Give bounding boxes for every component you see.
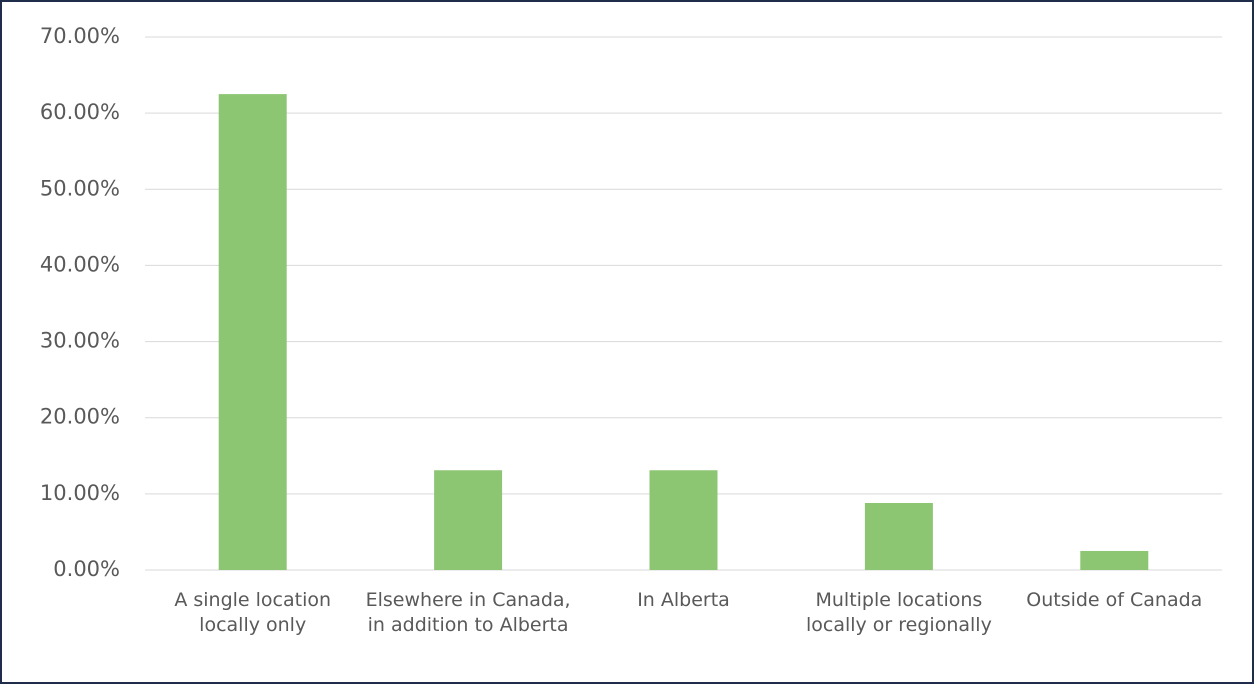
y-tick-label: 0.00% [53,557,120,581]
y-tick-label: 20.00% [40,405,120,429]
y-tick-label: 70.00% [40,24,120,48]
x-tick-label: Elsewhere in Canada, in addition to Albe… [365,589,571,636]
y-tick-label: 50.00% [40,176,120,200]
x-tick-label: Outside of Canada [1026,589,1203,611]
y-tick-label: 30.00% [40,329,120,353]
bar [218,94,287,570]
bar [434,470,503,570]
bar [864,502,933,570]
y-tick-label: 60.00% [40,100,120,124]
y-tick-label: 10.00% [40,481,120,505]
bar [1080,550,1149,570]
x-tick-label: In Alberta [637,589,730,611]
bar [649,470,718,570]
y-tick-label: 40.00% [40,252,120,276]
x-tick-label: A single location locally only [174,589,332,636]
x-tick-label: Multiple locations locally or regionally [805,589,992,636]
